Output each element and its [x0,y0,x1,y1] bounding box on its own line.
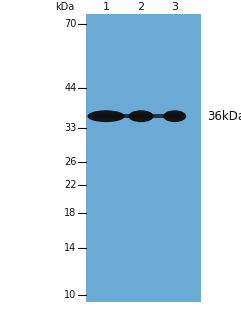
Text: 18: 18 [64,208,76,218]
Bar [86,14,201,302]
Text: 10: 10 [64,290,76,299]
Text: 26: 26 [64,156,76,166]
Bar [95,114,182,118]
Text: kDa: kDa [55,2,75,12]
Text: 33: 33 [64,123,76,133]
Text: 14: 14 [64,243,76,253]
Ellipse shape [87,110,125,122]
Text: 1: 1 [102,2,110,12]
Text: 22: 22 [64,180,76,190]
Text: 36kDa: 36kDa [207,110,241,123]
Text: 44: 44 [64,83,76,93]
Text: 3: 3 [171,2,178,12]
Ellipse shape [128,110,154,122]
Text: 2: 2 [137,2,145,12]
Ellipse shape [163,110,186,122]
Text: 70: 70 [64,19,76,29]
